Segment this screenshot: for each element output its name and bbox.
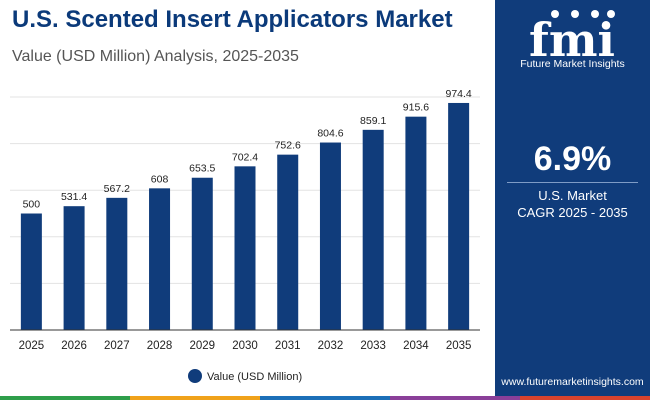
- bar: [234, 166, 256, 330]
- website-link[interactable]: www.futuremarketinsights.com: [501, 376, 644, 388]
- logo-dot-icon: [571, 10, 579, 18]
- x-tick-label: 2025: [19, 340, 45, 352]
- bar-value-label: 653.5: [189, 163, 215, 175]
- stripe-segment: [130, 396, 260, 400]
- cagr-divider: [507, 182, 638, 183]
- bar: [448, 102, 470, 330]
- stripe-segment: [520, 396, 650, 400]
- bar: [405, 116, 427, 331]
- bar: [362, 129, 384, 330]
- bottom-color-stripe: [0, 396, 650, 400]
- x-tick-label: 2027: [104, 340, 130, 352]
- logo-tagline: Future Market Insights: [520, 58, 625, 70]
- x-tick-label: 2032: [318, 340, 344, 352]
- bar: [191, 177, 213, 330]
- bar-chart-svg: 500 2025 531.4 2026 567.2 2027 608 2028 653.5 202…: [10, 88, 480, 383]
- bar-value-label: 500: [23, 199, 41, 211]
- bar-value-label: 752.6: [275, 140, 301, 152]
- x-tick-label: 2028: [147, 340, 173, 352]
- bar-value-label: 804.6: [317, 128, 343, 140]
- bar-value-label: 974.4: [445, 88, 471, 100]
- bar: [319, 142, 341, 330]
- bar-value-label: 702.4: [232, 151, 258, 163]
- legend-label: Value (USD Million): [207, 371, 302, 383]
- bar: [20, 213, 42, 330]
- x-tick-label: 2031: [275, 340, 301, 352]
- bar-chart: 500 2025 531.4 2026 567.2 2027 608 2028 653.5 202…: [0, 80, 490, 390]
- x-tick-label: 2030: [232, 340, 258, 352]
- bar-value-label: 859.1: [360, 115, 386, 127]
- cagr-label-period: CAGR 2025 - 2035: [517, 205, 628, 220]
- bar: [277, 154, 299, 330]
- cagr-label: U.S. Market CAGR 2025 - 2035: [495, 187, 650, 221]
- side-panel: fmi Future Market Insights 6.9% U.S. Mar…: [495, 0, 650, 400]
- cagr-label-market: U.S. Market: [538, 188, 607, 203]
- logo-wordmark: fmi: [529, 13, 615, 66]
- x-tick-label: 2035: [446, 340, 472, 352]
- bar-value-label: 915.6: [403, 102, 429, 114]
- x-tick-label: 2034: [403, 340, 429, 352]
- bar: [149, 188, 171, 330]
- x-tick-label: 2026: [61, 340, 87, 352]
- page-title: U.S. Scented Insert Applicators Market: [12, 6, 453, 33]
- cagr-value: 6.9%: [533, 140, 612, 178]
- page-subtitle: Value (USD Million) Analysis, 2025-2035: [12, 48, 299, 65]
- bar-value-label: 608: [151, 173, 169, 185]
- x-tick-label: 2033: [360, 340, 386, 352]
- stripe-segment: [0, 396, 130, 400]
- x-tick-label: 2029: [189, 340, 215, 352]
- logo-dot-icon: [591, 10, 599, 18]
- stripe-segment: [390, 396, 520, 400]
- stripe-segment: [260, 396, 390, 400]
- bar: [63, 206, 85, 330]
- logo-dot-icon: [551, 10, 559, 18]
- bar-value-label: 567.2: [104, 183, 130, 195]
- legend-marker: [188, 369, 202, 383]
- bar-value-label: 531.4: [61, 191, 87, 203]
- fmi-logo: fmi: [529, 10, 615, 66]
- logo-dot-icon: [607, 10, 615, 18]
- bar: [106, 197, 128, 330]
